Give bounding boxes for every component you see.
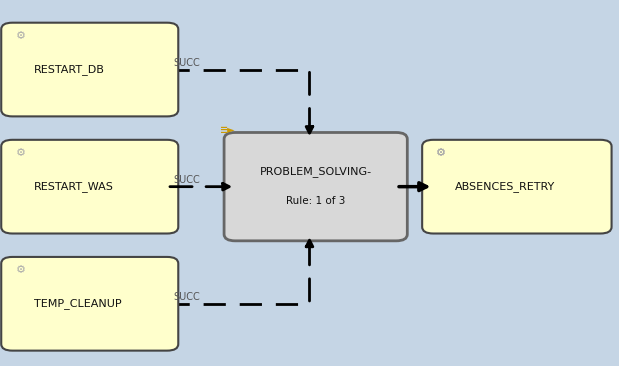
- Text: RESTART_WAS: RESTART_WAS: [34, 181, 114, 192]
- Text: SUCC: SUCC: [173, 175, 200, 185]
- Text: SUCC: SUCC: [173, 58, 200, 68]
- Text: Rule: 1 of 3: Rule: 1 of 3: [286, 196, 345, 206]
- Text: SUCC: SUCC: [173, 292, 200, 302]
- Text: ⚙: ⚙: [15, 148, 25, 158]
- FancyBboxPatch shape: [1, 140, 178, 234]
- FancyBboxPatch shape: [422, 140, 612, 234]
- Text: TEMP_CLEANUP: TEMP_CLEANUP: [34, 298, 122, 309]
- Text: ABSENCES_RETRY: ABSENCES_RETRY: [455, 181, 555, 192]
- Text: ≡►: ≡►: [220, 126, 235, 135]
- Text: RESTART_DB: RESTART_DB: [34, 64, 105, 75]
- FancyBboxPatch shape: [1, 23, 178, 116]
- Text: ⚙: ⚙: [15, 265, 25, 275]
- FancyBboxPatch shape: [224, 132, 407, 241]
- Text: ⚙: ⚙: [436, 148, 446, 158]
- Text: PROBLEM_SOLVING-: PROBLEM_SOLVING-: [259, 167, 372, 178]
- Text: ⚙: ⚙: [436, 148, 446, 158]
- Text: ⚙: ⚙: [15, 31, 25, 41]
- FancyBboxPatch shape: [1, 257, 178, 351]
